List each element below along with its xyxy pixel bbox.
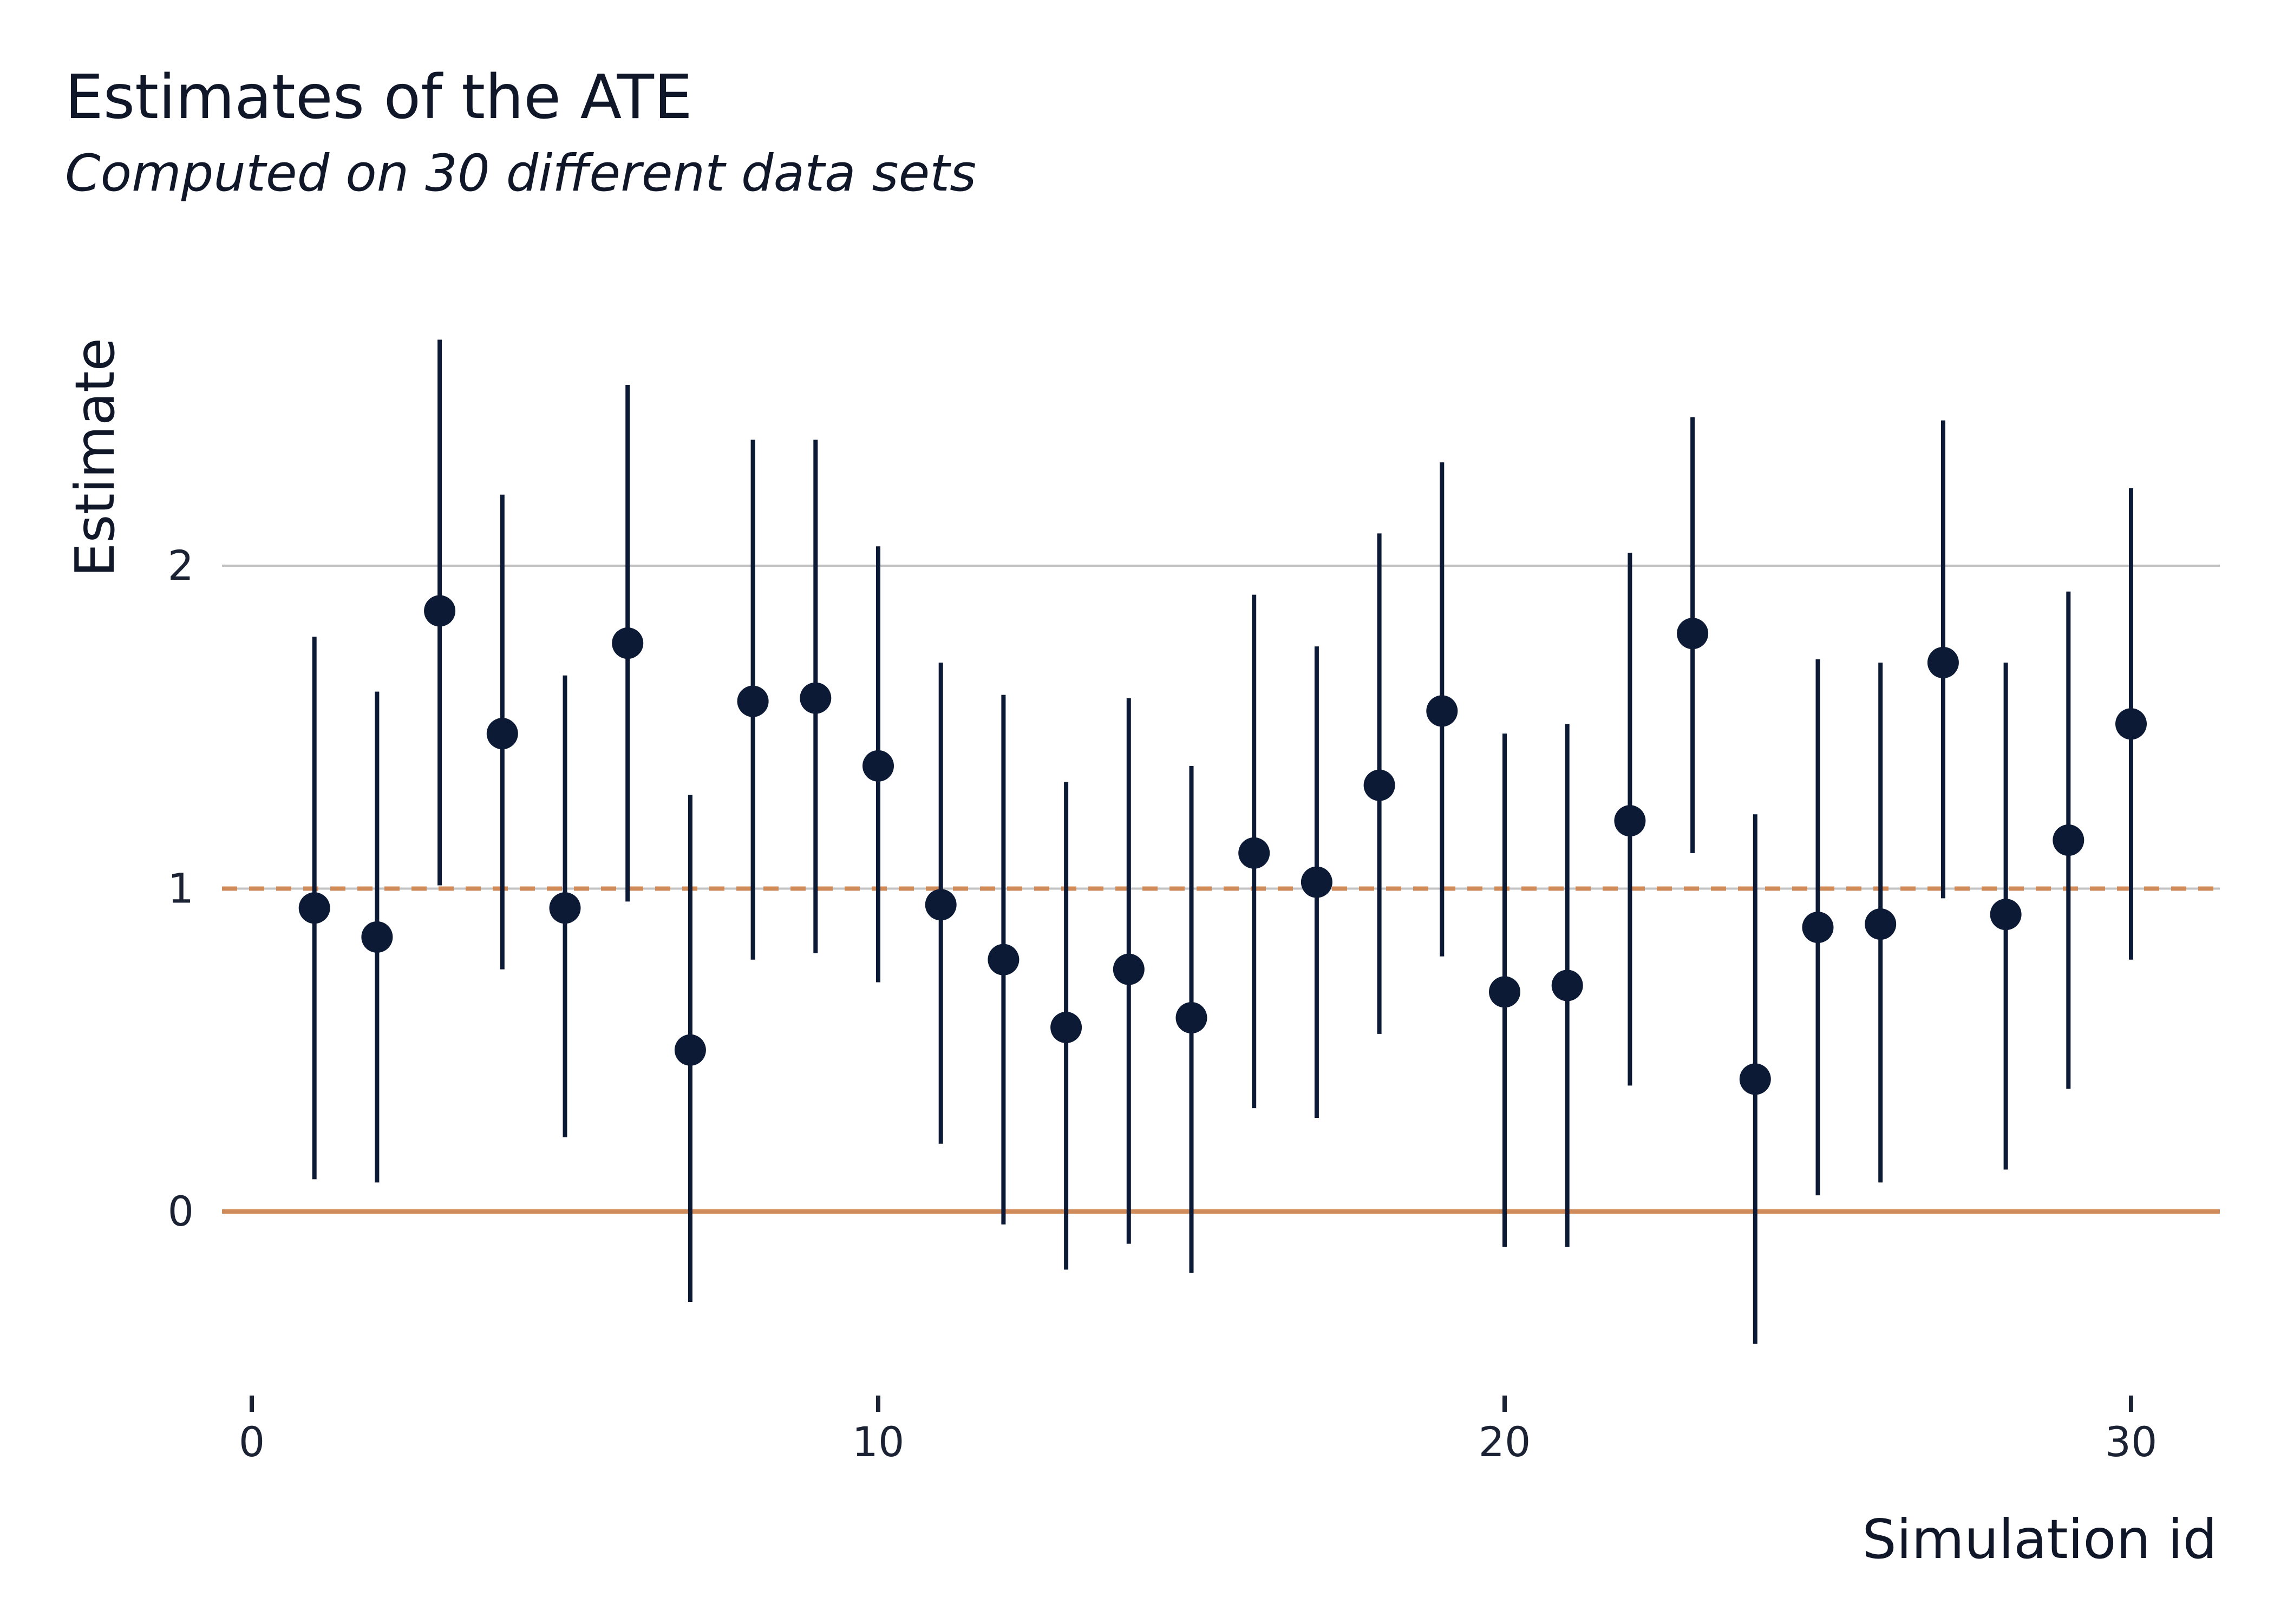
estimate-point-21 [1551, 970, 1583, 1001]
estimate-marks [298, 339, 2147, 1344]
estimate-point-9 [800, 682, 832, 714]
estimate-point-10 [862, 750, 894, 782]
x-tick-label-10: 10 [852, 1418, 905, 1466]
x-tick-label-0: 0 [239, 1418, 265, 1466]
estimate-point-29 [2053, 824, 2084, 856]
estimate-point-14 [1113, 953, 1145, 985]
estimate-point-11 [925, 889, 957, 921]
estimate-point-6 [612, 627, 644, 659]
estimate-point-22 [1614, 805, 1646, 837]
estimate-point-2 [361, 921, 393, 953]
x-axis: 0 10 20 30 [239, 1396, 2158, 1466]
estimate-point-13 [1050, 1011, 1082, 1043]
y-axis-label: Estimate [63, 338, 127, 577]
estimate-point-24 [1739, 1063, 1771, 1095]
estimate-point-18 [1363, 769, 1395, 801]
estimate-point-3 [424, 595, 456, 627]
estimate-point-1 [298, 892, 330, 924]
estimate-point-16 [1238, 837, 1270, 869]
y-axis: 0 1 2 [168, 541, 194, 1235]
chart-subtitle: Computed on 30 different data sets [65, 144, 976, 203]
estimate-point-12 [988, 944, 1020, 975]
estimate-point-27 [1927, 646, 1959, 678]
estimate-point-7 [674, 1034, 706, 1066]
estimate-point-15 [1175, 1002, 1207, 1034]
estimate-point-30 [2115, 708, 2147, 740]
reference-lines [222, 886, 2220, 1214]
estimate-point-5 [549, 892, 581, 924]
estimate-point-4 [486, 718, 518, 750]
estimate-point-23 [1677, 618, 1709, 650]
estimate-point-20 [1489, 976, 1520, 1008]
estimate-point-26 [1865, 908, 1897, 940]
x-axis-label: Simulation id [1862, 1508, 2217, 1571]
estimate-point-25 [1802, 912, 1834, 944]
x-tick-label-30: 30 [2105, 1418, 2158, 1466]
x-tick-label-20: 20 [1479, 1418, 1531, 1466]
estimate-point-19 [1426, 695, 1458, 727]
estimate-point-17 [1301, 866, 1332, 898]
estimate-point-8 [737, 685, 769, 717]
chart-title: Estimates of the ATE [65, 62, 692, 133]
y-tick-label-1: 1 [168, 865, 194, 913]
y-tick-label-2: 2 [168, 541, 194, 590]
y-tick-label-0: 0 [168, 1187, 194, 1235]
estimate-point-28 [1990, 899, 2022, 931]
